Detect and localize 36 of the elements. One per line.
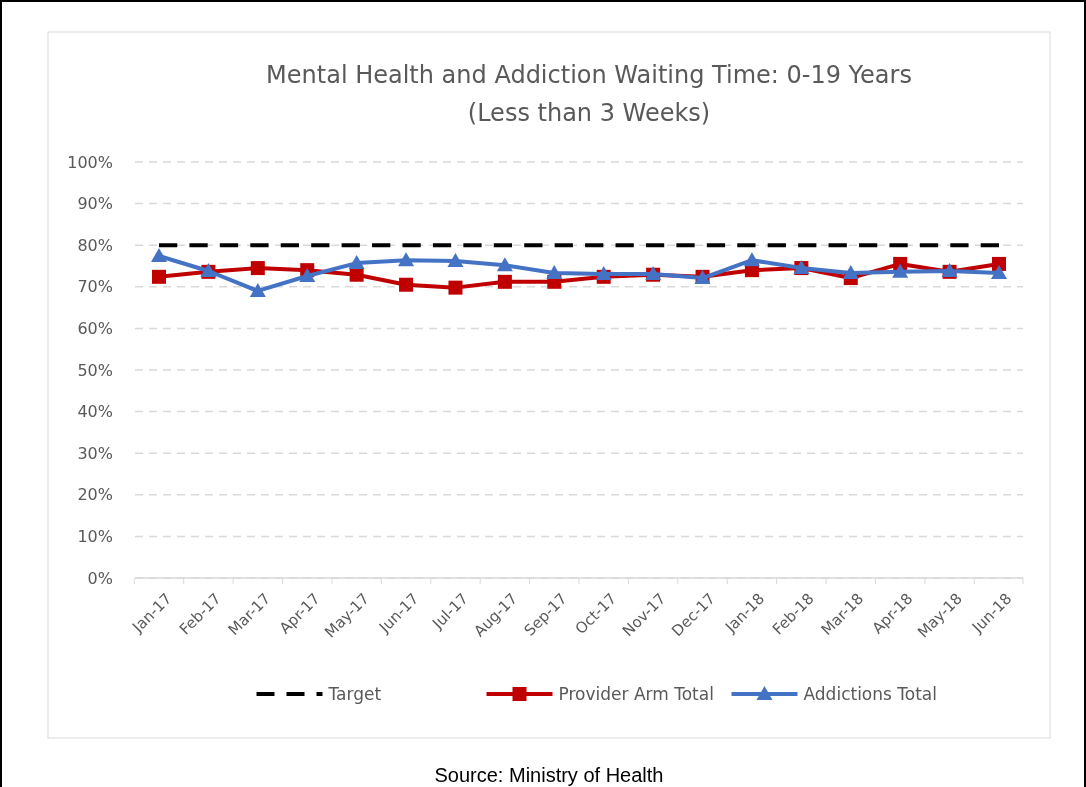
y-tick-label: 90% bbox=[77, 194, 113, 214]
point bbox=[250, 261, 265, 276]
legend-label: Addictions Total bbox=[803, 683, 938, 704]
point bbox=[348, 255, 365, 270]
legend-label: Target bbox=[327, 683, 382, 704]
y-tick-label: 10% bbox=[77, 527, 113, 546]
point bbox=[299, 267, 316, 282]
y-tick-label: 80% bbox=[77, 235, 113, 255]
point bbox=[249, 282, 266, 297]
point bbox=[546, 265, 563, 280]
y-tick-label: 20% bbox=[77, 485, 113, 505]
y-tick-label: 70% bbox=[77, 277, 113, 297]
point bbox=[447, 253, 464, 268]
point bbox=[595, 265, 612, 280]
point bbox=[743, 252, 760, 267]
point bbox=[151, 248, 167, 263]
point bbox=[349, 267, 364, 282]
y-tick-label: 60% bbox=[77, 319, 113, 338]
y-tick-label: 0% bbox=[87, 568, 113, 588]
y-tick-label: 40% bbox=[77, 402, 113, 422]
point bbox=[991, 265, 1007, 280]
point bbox=[892, 263, 909, 278]
chart-subtitle: (Less than 3 Weeks) bbox=[467, 99, 711, 127]
point bbox=[497, 274, 512, 289]
y-tick-label: 30% bbox=[77, 443, 113, 463]
point bbox=[399, 277, 414, 292]
chart-title: Mental Health and Addiction Waiting Time: 0-19 Years bbox=[266, 61, 912, 89]
y-tick-label: 100% bbox=[67, 152, 113, 172]
point bbox=[448, 280, 463, 295]
point bbox=[496, 257, 513, 272]
legend-label: Provider Arm Total bbox=[558, 683, 714, 704]
point bbox=[152, 269, 166, 284]
point bbox=[842, 265, 859, 280]
source-note: Source: Ministry of Health bbox=[434, 764, 664, 786]
point bbox=[398, 252, 415, 267]
y-tick-label: 50% bbox=[77, 360, 113, 380]
